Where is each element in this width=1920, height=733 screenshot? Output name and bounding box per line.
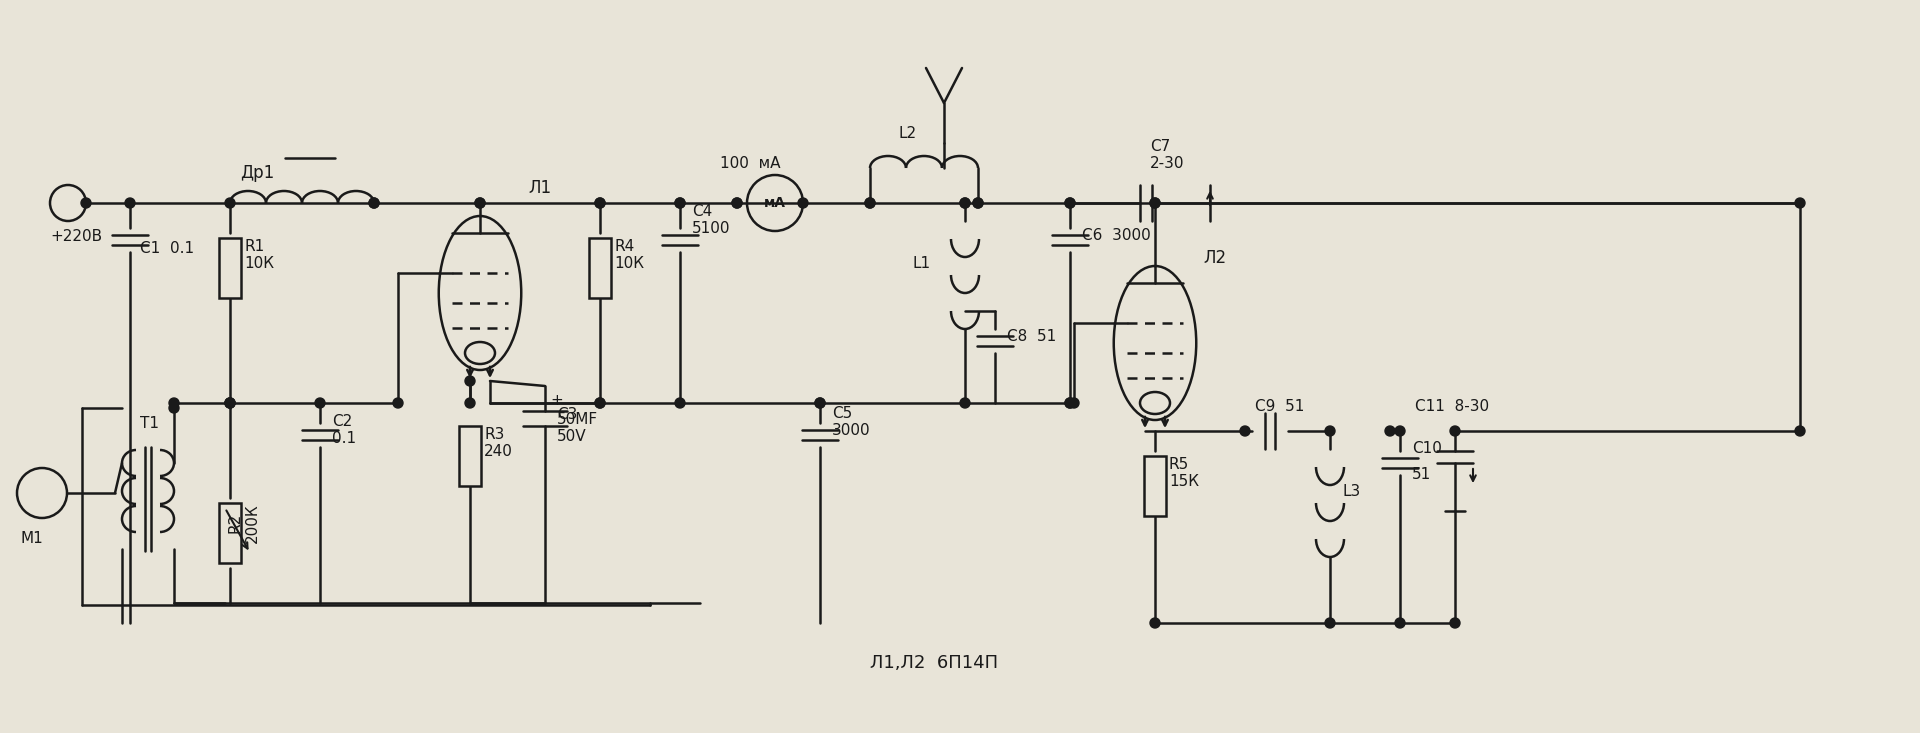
Circle shape	[1066, 398, 1075, 408]
Circle shape	[595, 198, 605, 208]
Circle shape	[1069, 398, 1079, 408]
Circle shape	[732, 198, 741, 208]
Text: М1: М1	[19, 531, 42, 546]
Circle shape	[1384, 426, 1396, 436]
Bar	[219, 238, 242, 298]
Circle shape	[1325, 618, 1334, 628]
Text: С2
0.1: С2 0.1	[332, 413, 355, 446]
Circle shape	[474, 198, 486, 208]
Text: L1: L1	[914, 256, 931, 271]
Circle shape	[814, 398, 826, 408]
Text: R5
15К: R5 15К	[1169, 457, 1198, 489]
Circle shape	[1396, 426, 1405, 436]
Circle shape	[465, 398, 474, 408]
Circle shape	[369, 198, 378, 208]
Circle shape	[1450, 618, 1459, 628]
Circle shape	[1450, 426, 1459, 436]
Text: С4
5100: С4 5100	[691, 204, 730, 236]
Text: С9  51: С9 51	[1256, 399, 1304, 414]
Text: С11  8-30: С11 8-30	[1415, 399, 1490, 414]
Text: +220В: +220В	[50, 229, 102, 244]
Bar	[589, 238, 611, 298]
Text: 51: 51	[1411, 467, 1430, 482]
Circle shape	[866, 198, 876, 208]
Text: Т1: Т1	[140, 416, 159, 431]
Text: С8  51: С8 51	[1006, 329, 1056, 344]
Circle shape	[595, 198, 605, 208]
Bar	[1144, 456, 1165, 516]
Circle shape	[1150, 618, 1160, 628]
Text: С1  0.1: С1 0.1	[140, 241, 194, 256]
Circle shape	[732, 198, 741, 208]
Circle shape	[595, 398, 605, 408]
Circle shape	[225, 198, 234, 208]
Text: С6  3000: С6 3000	[1083, 228, 1150, 243]
Text: R1
10К: R1 10К	[244, 239, 275, 271]
Circle shape	[973, 198, 983, 208]
Circle shape	[1066, 198, 1075, 208]
Circle shape	[1396, 618, 1405, 628]
Text: С5
3000: С5 3000	[831, 405, 870, 438]
Circle shape	[676, 198, 685, 208]
Text: +: +	[549, 393, 563, 408]
Bar	[219, 503, 242, 563]
Circle shape	[315, 398, 324, 408]
Circle shape	[169, 403, 179, 413]
Circle shape	[474, 198, 486, 208]
Circle shape	[1240, 426, 1250, 436]
Circle shape	[225, 398, 234, 408]
Bar	[459, 426, 482, 486]
Circle shape	[81, 198, 90, 208]
Text: L2: L2	[899, 126, 916, 141]
Circle shape	[465, 376, 474, 386]
Text: С7
2-30: С7 2-30	[1150, 139, 1185, 171]
Circle shape	[125, 198, 134, 208]
Circle shape	[960, 398, 970, 408]
Circle shape	[866, 198, 876, 208]
Circle shape	[960, 198, 970, 208]
Circle shape	[799, 198, 808, 208]
Text: Л1,Л2  6П14П: Л1,Л2 6П14П	[870, 654, 998, 672]
Text: С10: С10	[1411, 441, 1442, 456]
Circle shape	[225, 398, 234, 408]
Text: R3
240: R3 240	[484, 427, 513, 459]
Text: 50МF
50V: 50МF 50V	[557, 412, 599, 444]
Circle shape	[814, 398, 826, 408]
Text: R2
200К: R2 200К	[228, 503, 261, 543]
Circle shape	[1795, 198, 1805, 208]
Circle shape	[1066, 398, 1075, 408]
Circle shape	[225, 398, 234, 408]
Circle shape	[394, 398, 403, 408]
Circle shape	[960, 198, 970, 208]
Circle shape	[1150, 198, 1160, 208]
Circle shape	[1150, 198, 1160, 208]
Text: 100  мА: 100 мА	[720, 156, 781, 171]
Circle shape	[1795, 426, 1805, 436]
Circle shape	[1325, 426, 1334, 436]
Text: L3: L3	[1342, 484, 1359, 499]
Circle shape	[676, 398, 685, 408]
Circle shape	[973, 198, 983, 208]
Text: Л1: Л1	[528, 179, 551, 197]
Circle shape	[169, 398, 179, 408]
Text: мА: мА	[764, 196, 785, 210]
Circle shape	[595, 398, 605, 408]
Circle shape	[1066, 198, 1075, 208]
Circle shape	[676, 198, 685, 208]
Circle shape	[369, 198, 378, 208]
Text: Л2: Л2	[1204, 249, 1227, 267]
Text: С3: С3	[557, 407, 578, 422]
Text: Др1: Др1	[240, 164, 275, 182]
Text: R4
10К: R4 10К	[614, 239, 643, 271]
